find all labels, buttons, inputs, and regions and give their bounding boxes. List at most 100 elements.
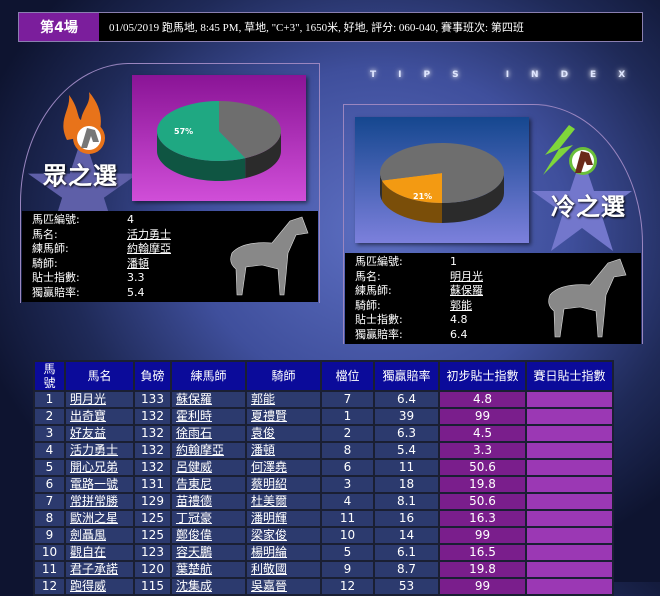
jockey-link[interactable]: 郭能 <box>251 392 276 406</box>
tips-index-logo: TIPS INDEX <box>370 70 648 80</box>
horse-name-link[interactable]: 電路一號 <box>70 477 119 491</box>
trainer-link[interactable]: 丁冠豪 <box>176 511 213 525</box>
trainer-cell: 葉楚航 <box>172 562 245 577</box>
jockey-cell: 利敬國 <box>247 562 320 577</box>
horse-name-link[interactable]: 開心兄弟 <box>70 460 119 474</box>
trainer-link[interactable]: 容天鵬 <box>176 545 213 559</box>
jockey-link[interactable]: 何澤堯 <box>251 460 288 474</box>
trainer-link[interactable]: 約翰摩亞 <box>127 242 171 255</box>
weight-cell: 132 <box>135 426 170 441</box>
popular-pick-title: 眾之選 <box>43 162 118 190</box>
trainer-link[interactable]: 蘇保羅 <box>450 284 483 297</box>
table-row: 12 跑得威 115 沈集成 吳嘉晉 12 53 99 <box>35 579 612 594</box>
label-trainer: 練馬師: <box>32 242 69 255</box>
trainer-link[interactable]: 約翰摩亞 <box>176 443 225 457</box>
win-odds-cell: 6.3 <box>375 426 438 441</box>
jockey-link[interactable]: 吳嘉晉 <box>251 579 288 593</box>
trainer-link[interactable]: 沈集成 <box>176 579 213 593</box>
pie-side <box>157 131 246 181</box>
race-info: 01/05/2019 跑馬地, 8:45 PM, 草地, "C+3", 1650… <box>109 22 524 34</box>
pie-percent-label: 21% <box>413 192 432 201</box>
jockey-cell: 吳嘉晉 <box>247 579 320 594</box>
label-horse-no: 馬匹編號: <box>355 255 403 268</box>
trainer-link[interactable]: 告東尼 <box>176 477 213 491</box>
jockey-link[interactable]: 楊明綸 <box>251 545 288 559</box>
horse-name-cell: 明月光 <box>66 392 133 407</box>
trainer-link[interactable]: 徐雨石 <box>176 426 213 440</box>
trainer-link[interactable]: 苗禮德 <box>176 494 213 508</box>
horse-name-link[interactable]: 明月光 <box>70 392 107 406</box>
jockey-link[interactable]: 潘明輝 <box>251 511 288 525</box>
jockey-link[interactable]: 潘頓 <box>127 256 149 270</box>
odds-value: 5.4 <box>127 285 145 299</box>
column-header: 獨贏賠率 <box>375 362 438 390</box>
horse-name-link[interactable]: 劍聶風 <box>70 528 107 542</box>
win-odds-cell: 53 <box>375 579 438 594</box>
jockey-link[interactable]: 潘頓 <box>251 443 276 457</box>
popular-pick-panel: 眾之選 57% 馬匹編號: 4 馬名: 活力勇士 練馬師: 約翰摩亞 騎師: 潘頓 貼士… <box>20 63 320 303</box>
draw-cell: 9 <box>322 562 373 577</box>
horse-no-cell: 12 <box>35 579 64 594</box>
draw-cell: 4 <box>322 494 373 509</box>
jockey-cell: 潘頓 <box>247 443 320 458</box>
label-horse-name: 馬名: <box>32 227 58 241</box>
raceday-tips-index-cell <box>527 511 612 526</box>
horse-no-cell: 3 <box>35 426 64 441</box>
trainer-link[interactable]: 蘇保羅 <box>176 392 213 406</box>
draw-cell: 8 <box>322 443 373 458</box>
win-odds-cell: 5.4 <box>375 443 438 458</box>
initial-tips-index-cell: 4.8 <box>440 392 525 407</box>
column-header: 賽日貼士指數 <box>527 362 612 390</box>
raceday-tips-index-cell <box>527 528 612 543</box>
jockey-cell: 何澤堯 <box>247 460 320 475</box>
horse-name-link[interactable]: 歐洲之星 <box>70 511 119 525</box>
horse-name-link[interactable]: 活力勇士 <box>70 443 119 457</box>
jockey-cell: 梁家俊 <box>247 528 320 543</box>
trainer-link[interactable]: 鄭俊偉 <box>176 528 213 542</box>
jockey-link[interactable]: 袁俊 <box>251 426 276 440</box>
jockey-link[interactable]: 蔡明紹 <box>251 477 288 491</box>
pie-percent-label: 57% <box>174 127 193 136</box>
jockey-cell: 夏禮賢 <box>247 409 320 424</box>
jockey-link[interactable]: 利敬國 <box>251 562 288 576</box>
table-row: 5 開心兄弟 132 呂健威 何澤堯 6 11 50.6 <box>35 460 612 475</box>
flame-horse-icon <box>63 92 105 154</box>
jockey-link[interactable]: 夏禮賢 <box>251 409 288 423</box>
win-odds-cell: 11 <box>375 460 438 475</box>
tips-value: 3.3 <box>127 271 145 284</box>
jockey-cell: 潘明輝 <box>247 511 320 526</box>
horse-name-link[interactable]: 出奇寶 <box>70 409 107 423</box>
trainer-link[interactable]: 葉楚航 <box>176 562 213 576</box>
horse-name-link[interactable]: 君子承諾 <box>70 562 119 576</box>
trainer-cell: 約翰摩亞 <box>172 443 245 458</box>
horse-name-link[interactable]: 跑得威 <box>70 579 107 593</box>
table-row: 3 好友益 132 徐雨石 袁俊 2 6.3 4.5 <box>35 426 612 441</box>
horse-name-link[interactable]: 常拼常勝 <box>70 494 119 508</box>
jockey-link[interactable]: 梁家俊 <box>251 528 288 542</box>
horse-name-link[interactable]: 活力勇士 <box>127 227 171 241</box>
trainer-link[interactable]: 呂健威 <box>176 460 213 474</box>
column-header: 負磅 <box>135 362 170 390</box>
jockey-link[interactable]: 郭能 <box>450 298 472 312</box>
horse-name-cell: 常拼常勝 <box>66 494 133 509</box>
label-jockey: 騎師: <box>355 298 381 312</box>
raceday-tips-index-cell <box>527 409 612 424</box>
initial-tips-index-cell: 16.3 <box>440 511 525 526</box>
horse-name-link[interactable]: 明月光 <box>450 269 483 283</box>
column-header: 練馬師 <box>172 362 245 390</box>
horse-name-link[interactable]: 好友益 <box>70 426 107 440</box>
trainer-link[interactable]: 霍利時 <box>176 409 213 423</box>
jockey-link[interactable]: 杜美爾 <box>251 494 288 508</box>
win-odds-cell: 6.4 <box>375 392 438 407</box>
horse-name-link[interactable]: 觀自在 <box>70 545 107 559</box>
table-row: 7 常拼常勝 129 苗禮德 杜美爾 4 8.1 50.6 <box>35 494 612 509</box>
draw-cell: 2 <box>322 426 373 441</box>
draw-cell: 10 <box>322 528 373 543</box>
table-row: 2 出奇寶 132 霍利時 夏禮賢 1 39 99 <box>35 409 612 424</box>
horse-name-cell: 劍聶風 <box>66 528 133 543</box>
initial-tips-index-cell: 50.6 <box>440 494 525 509</box>
jockey-cell: 袁俊 <box>247 426 320 441</box>
trainer-cell: 苗禮德 <box>172 494 245 509</box>
weight-cell: 120 <box>135 562 170 577</box>
pie-side <box>380 173 382 201</box>
